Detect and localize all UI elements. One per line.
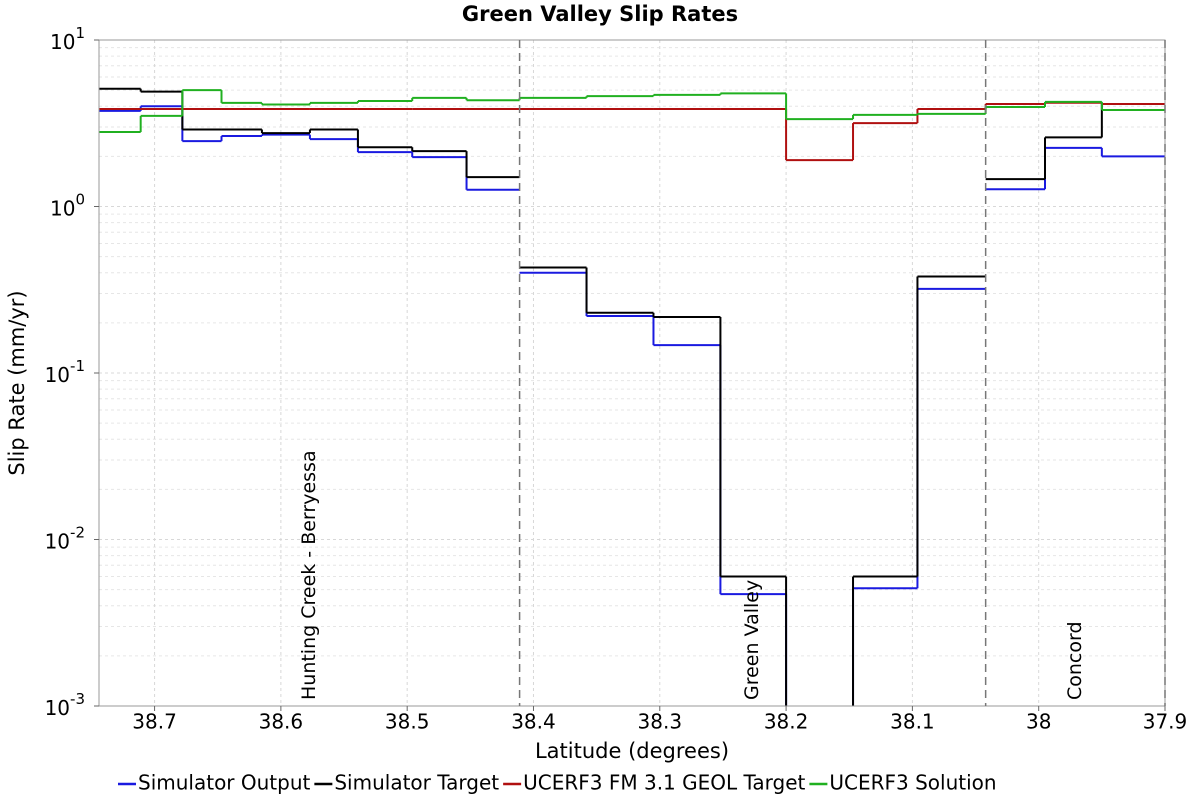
section-label: Green Valley xyxy=(741,580,763,700)
y-tick-label: 10-1 xyxy=(45,357,85,387)
x-tick-label: 38.2 xyxy=(764,710,809,734)
y-tick-label: 10-2 xyxy=(45,523,85,553)
plot-marks xyxy=(99,87,1165,706)
y-axis-label: Slip Rate (mm/yr) xyxy=(5,290,29,475)
tick-base: 10 xyxy=(45,363,70,387)
x-axis-label: Latitude (degrees) xyxy=(535,739,729,763)
legend-label: UCERF3 Solution xyxy=(829,771,996,795)
x-tick-label: 38.3 xyxy=(638,710,683,734)
legend-label: Simulator Target xyxy=(334,771,499,795)
section-label: Concord xyxy=(1064,621,1086,700)
legend: Simulator Output Simulator Target UCERF3 F… xyxy=(118,771,997,795)
tick-exponent: 1 xyxy=(75,24,85,42)
y-tick-label: 10-3 xyxy=(45,690,85,720)
x-tick-label: 38.4 xyxy=(511,710,556,734)
tick-base: 10 xyxy=(50,30,75,54)
y-tick-label: 101 xyxy=(50,24,85,54)
tick-base: 10 xyxy=(50,196,75,220)
x-tick-label: 38.7 xyxy=(132,710,177,734)
x-tick-label: 38.1 xyxy=(890,710,935,734)
tick-exponent: -2 xyxy=(70,523,85,541)
x-tick-label: 38.6 xyxy=(259,710,304,734)
tick-base: 10 xyxy=(45,529,70,553)
tick-base: 10 xyxy=(45,696,70,720)
tick-exponent: -1 xyxy=(70,357,85,375)
x-tick-label: 38 xyxy=(1026,710,1051,734)
tick-exponent: 0 xyxy=(75,190,85,208)
chart-title: Green Valley Slip Rates xyxy=(462,2,738,26)
x-tick-label: 38.5 xyxy=(385,710,430,734)
legend-label: UCERF3 FM 3.1 GEOL Target xyxy=(523,771,805,795)
tick-exponent: -3 xyxy=(70,690,85,708)
x-tick-label: 37.9 xyxy=(1143,710,1188,734)
y-tick-label: 100 xyxy=(50,190,85,220)
legend-label: Simulator Output xyxy=(138,771,311,795)
section-label: Hunting Creek - Berryessa xyxy=(298,450,320,700)
